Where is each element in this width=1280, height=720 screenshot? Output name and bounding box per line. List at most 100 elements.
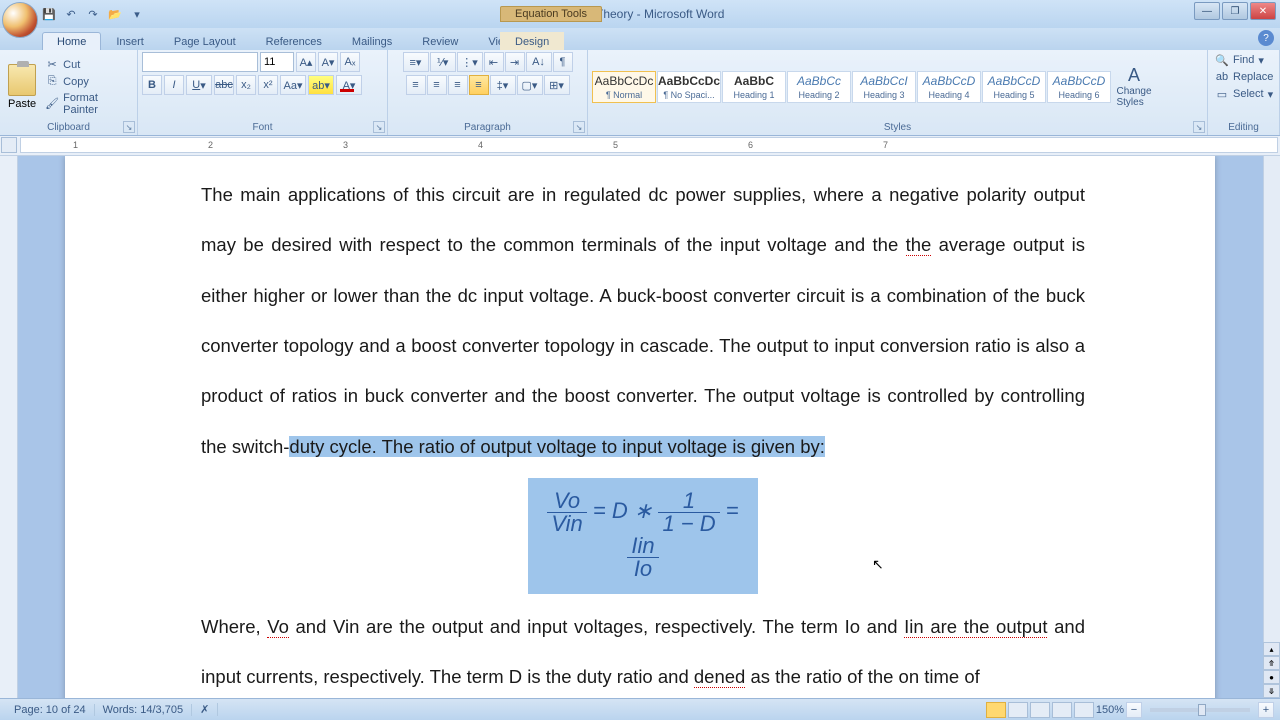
style-item[interactable]: AaBbCcDHeading 5 [982,71,1046,103]
underline-button[interactable]: U▾ [186,75,212,95]
tab-home[interactable]: Home [42,32,101,50]
tab-design[interactable]: Design [500,32,564,50]
font-color-button[interactable]: A▾ [336,75,362,95]
change-styles-button[interactable]: AChangeStyles [1112,65,1156,108]
copy-icon: ⎘ [45,75,59,89]
paragraph-1[interactable]: The main applications of this circuit ar… [201,170,1085,472]
paste-button[interactable]: Paste [4,62,40,112]
ruler-corner[interactable] [1,137,17,153]
print-layout-view[interactable] [986,702,1006,718]
replace-icon: ab [1215,70,1229,84]
grow-font-button[interactable]: A▴ [296,52,316,72]
next-page-icon[interactable]: ⤋ [1263,684,1280,698]
help-icon[interactable]: ? [1258,30,1274,46]
save-icon[interactable]: 💾 [40,5,58,23]
office-button[interactable] [2,2,38,38]
redo-icon[interactable]: ↷ [84,5,102,23]
outline-view[interactable] [1052,702,1072,718]
select-button[interactable]: ▭Select ▾ [1212,86,1276,102]
zoom-out-button[interactable]: − [1126,702,1142,718]
equation[interactable]: VoVin = D ∗ 11 − D = IinIo [528,478,758,594]
superscript-button[interactable]: x² [258,75,278,95]
style-item[interactable]: AaBbCHeading 1 [722,71,786,103]
style-item[interactable]: AaBbCcDc¶ No Spaci... [657,71,721,103]
sort-button[interactable]: A↓ [526,52,552,72]
word-count[interactable]: Words: 14/3,705 [95,704,193,716]
cut-button[interactable]: ✂Cut [42,57,133,73]
selected-text: duty cycle. The ratio of output voltage … [289,436,824,457]
font-family-select[interactable] [142,52,258,72]
align-left-button[interactable]: ≡ [406,75,426,95]
line-spacing-button[interactable]: ‡▾ [490,75,516,95]
bold-button[interactable]: B [142,75,162,95]
full-screen-view[interactable] [1008,702,1028,718]
zoom-slider[interactable] [1150,708,1250,712]
find-button[interactable]: 🔍Find ▾ [1212,52,1267,68]
clipboard-launcher[interactable]: ↘ [123,121,135,133]
highlight-button[interactable]: ab▾ [308,75,334,95]
paragraph-2[interactable]: Where, Vo and Vin are the output and inp… [201,602,1085,698]
tab-review[interactable]: Review [407,32,473,50]
text: and Vin are the output and input voltage… [289,616,904,637]
bullets-button[interactable]: ≡▾ [403,52,429,72]
style-item[interactable]: AaBbCcDHeading 6 [1047,71,1111,103]
dec-indent-button[interactable]: ⇤ [484,52,504,72]
show-marks-button[interactable]: ¶ [553,52,573,72]
style-item[interactable]: AaBbCcDc¶ Normal [592,71,656,103]
prev-page-icon[interactable]: ⤊ [1263,656,1280,670]
font-launcher[interactable]: ↘ [373,121,385,133]
replace-button[interactable]: abReplace [1212,69,1276,85]
styles-launcher[interactable]: ↘ [1193,121,1205,133]
strike-button[interactable]: abc [214,75,234,95]
vertical-scrollbar[interactable]: ▴ ⤊ ● ⤋ [1263,156,1280,698]
select-icon: ▭ [1215,87,1229,101]
proofing-icon[interactable]: ✗ [192,703,218,716]
zoom-thumb[interactable] [1198,704,1206,716]
horizontal-ruler[interactable]: 1234567 [20,137,1278,153]
minimize-button[interactable]: — [1194,2,1220,20]
text: Where, [201,616,267,637]
paragraph-launcher[interactable]: ↘ [573,121,585,133]
maximize-button[interactable]: ❐ [1222,2,1248,20]
justify-button[interactable]: ≡ [469,75,489,95]
open-icon[interactable]: 📂 [106,5,124,23]
italic-button[interactable]: I [164,75,184,95]
tab-mailings[interactable]: Mailings [337,32,407,50]
copy-button[interactable]: ⎘Copy [42,74,133,90]
subscript-button[interactable]: x₂ [236,75,256,95]
browse-object-icon[interactable]: ● [1263,670,1280,684]
zoom-in-button[interactable]: + [1258,702,1274,718]
qat-more-icon[interactable]: ▾ [128,5,146,23]
multilevel-button[interactable]: ⋮▾ [457,52,483,72]
shrink-font-button[interactable]: A▾ [318,52,338,72]
group-label: Paragraph [392,121,583,135]
web-layout-view[interactable] [1030,702,1050,718]
text: as the ratio of the on time of [745,666,979,687]
style-item[interactable]: AaBbCcDHeading 4 [917,71,981,103]
vertical-ruler[interactable] [0,156,18,698]
clear-format-button[interactable]: Aₓ [340,52,360,72]
align-right-button[interactable]: ≡ [448,75,468,95]
align-center-button[interactable]: ≡ [427,75,447,95]
undo-icon[interactable]: ↶ [62,5,80,23]
tab-page-layout[interactable]: Page Layout [159,32,251,50]
change-case-button[interactable]: Aa▾ [280,75,306,95]
inc-indent-button[interactable]: ⇥ [505,52,525,72]
numbering-button[interactable]: ⅟▾ [430,52,456,72]
tab-references[interactable]: References [251,32,337,50]
shading-button[interactable]: ▢▾ [517,75,543,95]
tab-insert[interactable]: Insert [101,32,159,50]
borders-button[interactable]: ⊞▾ [544,75,570,95]
zoom-level[interactable]: 150% [1096,704,1124,716]
style-item[interactable]: AaBbCcHeading 2 [787,71,851,103]
format-painter-button[interactable]: 🖌Format Painter [42,91,133,117]
find-label: Find [1233,54,1254,66]
font-size-select[interactable] [260,52,294,72]
style-item[interactable]: AaBbCcIHeading 3 [852,71,916,103]
page[interactable]: The main applications of this circuit ar… [65,156,1215,698]
close-button[interactable]: ✕ [1250,2,1276,20]
scroll-up-icon[interactable]: ▴ [1263,642,1280,656]
draft-view[interactable] [1074,702,1094,718]
page-status[interactable]: Page: 10 of 24 [6,704,95,716]
eq-io: Io [627,558,658,580]
